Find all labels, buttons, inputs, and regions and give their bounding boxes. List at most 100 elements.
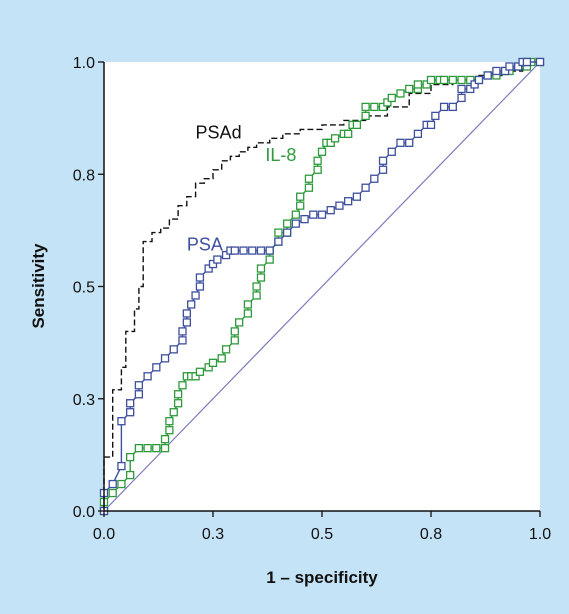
series-psa-point: [282, 228, 292, 237]
series-psa-point: [514, 62, 523, 71]
series-il-8-point: [143, 443, 152, 453]
series-psa-point: [134, 381, 144, 390]
series-psa-point: [230, 246, 239, 255]
series-il-8-point: [243, 309, 253, 318]
series-il-8-point: [195, 367, 205, 376]
series-psa-point: [457, 93, 466, 103]
series-psa-point: [522, 57, 532, 67]
series-il-8-point: [352, 120, 362, 130]
series-il-8-point: [165, 426, 174, 435]
series-psa-point: [326, 206, 335, 215]
series-psa-point: [413, 129, 423, 138]
series-il-8-point: [169, 408, 178, 417]
series-psa-point: [117, 417, 126, 426]
series-il-8-point: [361, 102, 370, 112]
series-il-8-point: [265, 255, 274, 264]
y-tick-label: 0.5: [73, 280, 95, 297]
series-psa-point: [474, 75, 484, 85]
series-il-8-point: [466, 75, 475, 85]
series-psa-point: [344, 197, 353, 206]
series-psa-point: [152, 363, 161, 372]
x-axis-title: 1 – specificity: [266, 568, 378, 587]
series-il-8-point: [160, 443, 170, 453]
series-il-8-point: [178, 381, 187, 390]
series-psa-point: [195, 273, 205, 282]
x-tick-label: 0.8: [420, 526, 442, 543]
series-il-8-point: [413, 80, 423, 89]
series-il-8-point: [383, 98, 392, 107]
series-il-8-point: [252, 291, 261, 300]
series-psa-point: [195, 282, 205, 291]
series-il-8-point: [426, 75, 436, 85]
series-psa-point: [126, 408, 135, 417]
series-psa-point: [466, 84, 475, 94]
y-tick-label: 0.8: [73, 167, 95, 184]
series-il-8-point: [370, 102, 379, 112]
series-il-8-point: [256, 273, 266, 282]
series-psa-point: [117, 461, 126, 471]
series-il-8-point: [134, 443, 144, 453]
series-psa-point: [126, 399, 135, 408]
series-il-8-point: [126, 452, 135, 462]
series-psa-point: [352, 192, 362, 201]
series-il-8-point: [160, 435, 170, 444]
series-psa-point: [160, 354, 170, 363]
series-psa-point: [221, 250, 231, 260]
series-il-8-point: [204, 363, 213, 372]
series-il-8-point: [422, 80, 431, 89]
series-psad-label: PSAd: [196, 122, 242, 142]
series-il-8-point: [457, 75, 466, 85]
series-psa-point: [387, 147, 396, 156]
y-axis-title: Sensitivity: [29, 243, 48, 329]
series-il-8-point: [152, 443, 161, 453]
series-psa-point: [448, 102, 457, 112]
series-psa-point: [457, 84, 466, 94]
x-tick-label: 0.5: [311, 526, 333, 543]
series-il-8-point: [330, 134, 340, 143]
series-psa-point: [182, 309, 191, 318]
series-psa-point: [361, 183, 370, 192]
series-il-8-point: [304, 183, 314, 192]
series-psa-point: [378, 165, 388, 174]
series-il-8-point: [126, 470, 135, 480]
series-il-8-point: [230, 327, 239, 336]
series-psad: PSAd: [103, 61, 540, 511]
series-il-8-point: [191, 372, 200, 381]
series-il-8-point: [396, 89, 405, 98]
series-il-8-point: [235, 318, 244, 327]
series-il-8-point: [326, 138, 335, 147]
series-il-8-point: [108, 488, 117, 498]
series-psa-point: [291, 219, 300, 228]
series-psa-point: [505, 62, 514, 71]
series-il-8-point: [282, 219, 292, 228]
series-psa-point: [500, 66, 510, 76]
series-il-8-point: [387, 93, 396, 103]
series-il-8-point: [173, 399, 183, 408]
series-il-8-point: [243, 300, 253, 309]
series-il-8-point: [448, 75, 457, 85]
series-psa-point: [182, 318, 191, 327]
series-psa-point: [274, 237, 283, 246]
series-il-8-point: [208, 358, 218, 367]
series-psad-line: [103, 61, 540, 511]
series-il-8-point: [313, 156, 322, 165]
series-psa-point: [470, 80, 479, 89]
series-psa-point: [335, 201, 344, 210]
series-il-8-point: [439, 75, 449, 85]
y-tick-label: 0.0: [73, 504, 95, 521]
series-psa-point: [178, 327, 187, 336]
series-il-8-point: [361, 111, 370, 121]
x-tick-label: 0.0: [93, 526, 115, 543]
series-il-8-point: [304, 174, 314, 183]
series-il-8-point: [296, 192, 305, 201]
series-il-8-point: [165, 417, 174, 426]
reference-diagonal-line: [103, 61, 541, 512]
x-tick-label: 1.0: [529, 526, 551, 543]
series-psa-point: [309, 210, 318, 219]
series-psa-point: [483, 71, 492, 80]
series-psa-point: [439, 102, 449, 112]
series-il-8-label: IL-8: [265, 145, 296, 165]
series-psa-point: [405, 138, 414, 147]
